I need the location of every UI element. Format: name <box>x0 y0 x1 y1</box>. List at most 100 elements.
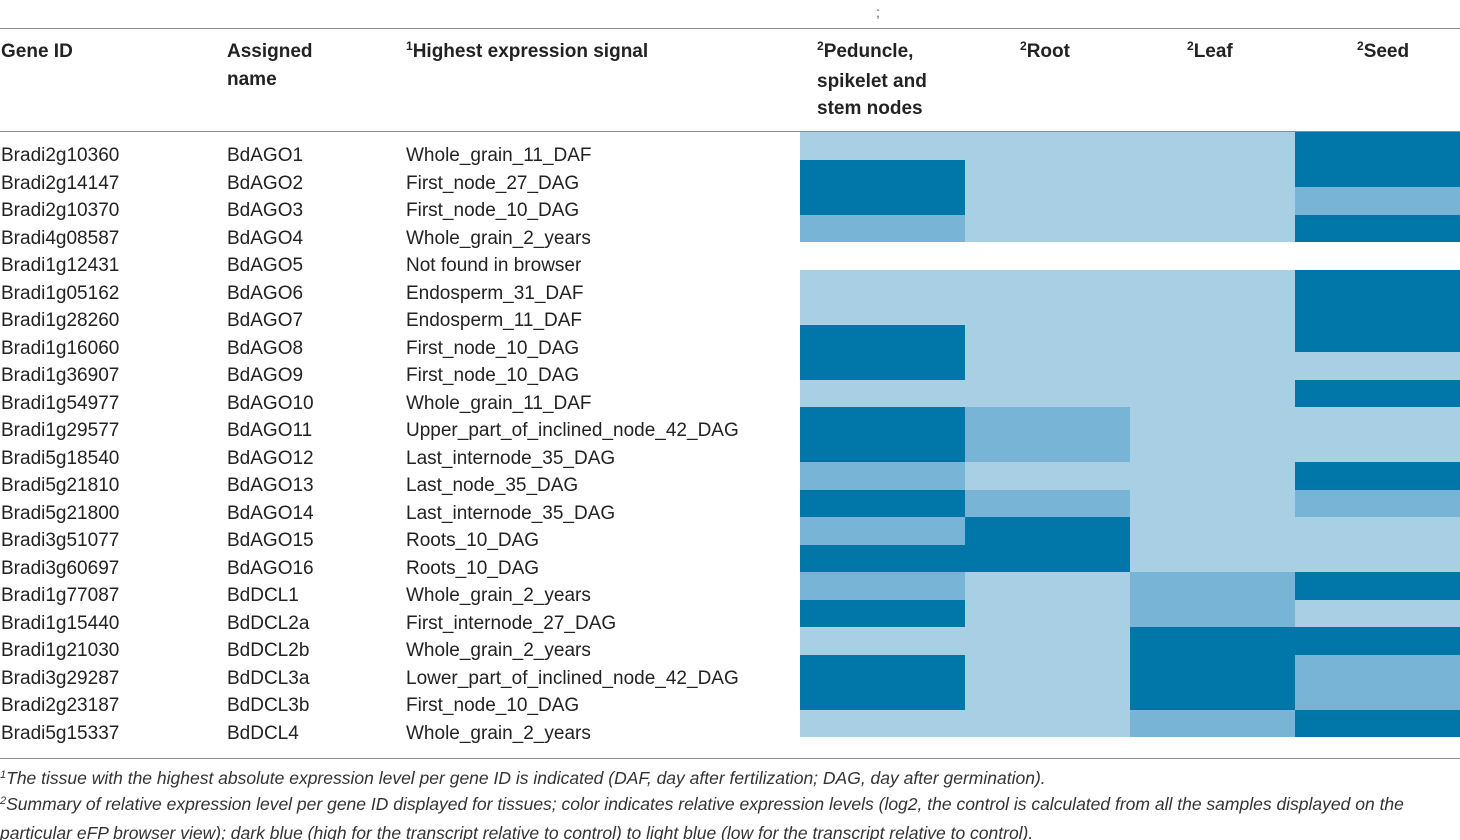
header-root-sup: 2 <box>1020 39 1027 53</box>
heat-cell-leaf <box>1130 654 1295 682</box>
assigned-name-cell: BdAGO11 <box>227 420 313 441</box>
gene-id-cell: Bradi3g51077 <box>1 530 120 551</box>
header-seed: 2Seed <box>1357 38 1409 68</box>
gene-id-cell: Bradi2g23187 <box>1 695 120 716</box>
heat-cell-root <box>965 242 1130 270</box>
heat-cell-root <box>965 517 1130 545</box>
highest-signal-cell: Endosperm_11_DAF <box>406 310 583 331</box>
heat-cell-peduncle <box>800 407 965 435</box>
heat-cell-leaf <box>1130 187 1295 215</box>
heat-cell-peduncle <box>800 159 965 187</box>
heat-cell-seed <box>1295 489 1460 517</box>
heat-cell-root <box>965 544 1130 572</box>
heat-cell-seed <box>1295 269 1460 297</box>
highest-signal-cell: Whole_grain_11_DAF <box>406 392 592 414</box>
heat-cell-leaf <box>1130 297 1295 325</box>
highest-signal-cell: Upper_part_of_inclined_node_42_DAG <box>406 420 739 441</box>
heat-cell-leaf <box>1130 462 1295 490</box>
header-assigned-line1: Assigned <box>227 41 313 62</box>
table-row: Bradi1g15440 BdDCL2a First_internode_27_DA… <box>0 599 1460 634</box>
highest-signal-cell: First_node_10_DAG <box>406 200 580 221</box>
assigned-name-cell: BdAGO9 <box>227 365 304 386</box>
heat-cell-leaf <box>1130 682 1295 710</box>
heat-cell-peduncle <box>800 654 965 682</box>
footnote-2-sup: 2 <box>0 795 7 807</box>
heat-cell-root <box>965 324 1130 352</box>
gene-id-cell: Bradi1g54977 <box>1 392 120 414</box>
gene-id-cell: Bradi1g21030 <box>1 640 120 661</box>
highest-signal-cell: Roots_10_DAG <box>406 557 540 579</box>
heat-cell-leaf <box>1130 517 1295 545</box>
highest-signal-cell: Lower_part_of_inclined_node_42_DAG <box>406 667 739 689</box>
heat-cell-seed <box>1295 297 1460 325</box>
header-leaf-sup: 2 <box>1187 39 1194 53</box>
heat-cell-seed <box>1295 709 1460 737</box>
heat-cell-peduncle <box>800 682 965 710</box>
highest-signal-cell: Whole_grain_2_years <box>406 640 591 661</box>
highest-signal-cell: First_node_27_DAG <box>406 172 580 194</box>
heat-cell-root <box>965 709 1130 737</box>
heat-cell-peduncle <box>800 489 965 517</box>
assigned-name-cell: BdDCL1 <box>227 585 299 606</box>
table-row: Bradi2g10370 BdAGO3 First_node_10_DAG <box>0 187 1460 221</box>
header-gene-id: Gene ID <box>1 41 73 62</box>
heat-cell-root <box>965 269 1130 297</box>
gene-id-cell: Bradi1g15440 <box>1 612 120 634</box>
highest-signal-cell: First_internode_27_DAG <box>406 612 617 634</box>
heat-cell-root <box>965 599 1130 627</box>
footnote-1-text: The tissue with the highest absolute exp… <box>6 768 1046 788</box>
table-row: Bradi1g77087 BdDCL1 Whole_grain_2_years <box>0 572 1460 606</box>
header-peduncle-sup: 2 <box>817 39 824 53</box>
heat-cell-seed <box>1295 187 1460 215</box>
highest-signal-cell: Last_internode_35_DAG <box>406 447 616 469</box>
table-row: Bradi2g10360 BdAGO1 Whole_grain_11_DAF <box>0 132 1460 166</box>
table-row: Bradi1g12431 BdAGO5 Not found in browser <box>0 242 1460 276</box>
header-root-label: Root <box>1026 41 1070 62</box>
gene-id-cell: Bradi3g60697 <box>1 557 120 579</box>
header-peduncle: 2Peduncle, spikelet and stem nodes <box>817 38 927 123</box>
gene-id-cell: Bradi4g08587 <box>1 227 120 249</box>
heat-cell-seed <box>1295 242 1460 270</box>
table-row: Bradi3g60697 BdAGO16 Roots_10_DAG <box>0 544 1460 579</box>
heat-cell-seed <box>1295 654 1460 682</box>
gene-id-cell: Bradi1g29577 <box>1 420 120 441</box>
heat-cell-root <box>965 297 1130 325</box>
heat-cell-root <box>965 654 1130 682</box>
heat-cell-seed <box>1295 544 1460 572</box>
highest-signal-cell: Not found in browser <box>406 255 582 276</box>
header-signal-sup: 1 <box>406 39 413 53</box>
assigned-name-cell: BdAGO6 <box>227 282 304 304</box>
heat-cell-root <box>965 572 1130 600</box>
heat-cell-leaf <box>1130 709 1295 737</box>
header-leaf: 2Leaf <box>1187 38 1233 68</box>
assigned-name-cell: BdAGO14 <box>227 502 314 524</box>
heat-cell-leaf <box>1130 599 1295 627</box>
table-row: Bradi1g36907 BdAGO9 First_node_10_DAG <box>0 352 1460 386</box>
heat-cell-peduncle <box>800 187 965 215</box>
heat-cell-seed <box>1295 517 1460 545</box>
header-seed-label: Seed <box>1363 41 1410 62</box>
assigned-name-cell: BdAGO16 <box>227 557 314 579</box>
table-row: Bradi5g15337 BdDCL4 Whole_grain_2_years <box>0 709 1460 744</box>
footnote-2: 2Summary of relative expression level pe… <box>0 791 1460 840</box>
header-peduncle-line2: spikelet and <box>817 70 927 92</box>
heat-cell-root <box>965 159 1130 187</box>
assigned-name-cell: BdAGO2 <box>227 172 304 194</box>
highest-signal-cell: Roots_10_DAG <box>406 530 540 551</box>
gene-id-cell: Bradi1g12431 <box>1 255 120 276</box>
heat-cell-root <box>965 379 1130 407</box>
header-assigned-line2: name <box>227 68 277 90</box>
assigned-name-cell: BdAGO8 <box>227 337 304 359</box>
table-row: Bradi3g29287 BdDCL3a Lower_part_of_incline… <box>0 654 1460 689</box>
heat-cell-peduncle <box>800 572 965 600</box>
heat-cell-leaf <box>1130 132 1295 160</box>
gene-id-cell: Bradi2g14147 <box>1 172 120 194</box>
heat-cell-leaf <box>1130 489 1295 517</box>
heat-cell-leaf <box>1130 434 1295 462</box>
heat-cell-leaf <box>1130 407 1295 435</box>
table-row: Bradi5g18540 BdAGO12 Last_internode_35_DAG <box>0 434 1460 469</box>
gene-id-cell: Bradi1g16060 <box>1 337 120 359</box>
heat-cell-seed <box>1295 132 1460 160</box>
heat-cell-seed <box>1295 324 1460 352</box>
heat-cell-root <box>965 407 1130 435</box>
